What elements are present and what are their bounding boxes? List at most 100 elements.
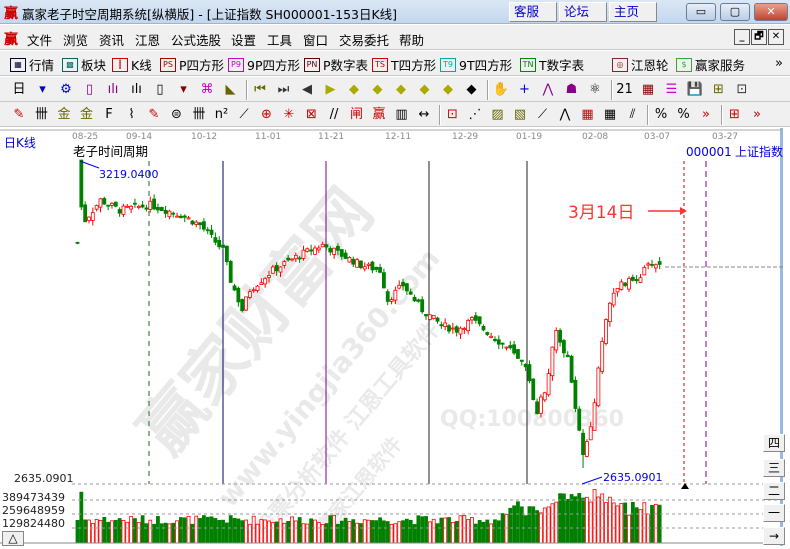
toolbar2-tool-6-icon[interactable]: ▯ <box>156 82 164 97</box>
toolbar2-tool-4-icon[interactable]: ılı <box>107 82 119 97</box>
menu-browse[interactable]: 浏览 <box>63 33 89 48</box>
toolbar3-tool-11-icon[interactable]: ⊕ <box>261 107 272 122</box>
toolbar3-tool-8-icon[interactable]: 卌 <box>192 107 206 122</box>
toolbar2-tool-11-icon[interactable]: ⏭ <box>277 82 290 97</box>
toolbar-ps-button[interactable]: PS P四方形 <box>160 55 224 74</box>
toolbar2-tool-25-icon[interactable]: 21 <box>616 82 633 97</box>
menu-window[interactable]: 窗口 <box>303 33 329 48</box>
toolbar2-tool-15-icon[interactable]: ◆ <box>372 82 383 97</box>
toolbar3-tool-0-icon[interactable]: ✎ <box>13 107 25 122</box>
toolbar3-tool-29-icon[interactable]: % <box>677 107 690 122</box>
toolbar-tn-button[interactable]: TN T数字表 <box>520 55 584 74</box>
expand-button[interactable]: △ <box>2 531 24 546</box>
toolbar3-tool-9-icon[interactable]: n² <box>214 107 229 122</box>
toolbar3-tool-7-icon[interactable]: ⊜ <box>171 107 182 122</box>
toolbar3-tool-30-icon[interactable]: » <box>702 107 710 122</box>
toolbar-sector-blocks-button[interactable]: ▩ 板块 <box>62 55 106 74</box>
toolbar3-tool-18-icon[interactable]: ↔ <box>418 107 430 122</box>
mdi-restore-button[interactable]: 🗗 <box>751 29 767 45</box>
kline-chart-panel[interactable]: 赢家财富网 www.yingjia360.com 股票分析软件 江恩工具软件 赢… <box>0 128 785 546</box>
scroll-right-button[interactable]: → <box>763 527 785 545</box>
toolbar-more-button[interactable]: » <box>775 56 783 71</box>
toolbar2-tool-21-icon[interactable]: + <box>519 82 530 97</box>
toolbar2-tool-1-icon[interactable]: ▾ <box>39 82 46 97</box>
toolbar2-tool-8-icon[interactable]: ⌘ <box>200 82 214 97</box>
toolbar3-tool-31-icon[interactable]: ⊞ <box>729 107 740 122</box>
menu-gann[interactable]: 江恩 <box>135 33 161 48</box>
toolbar-dollar-button[interactable]: $ 赢家服务 <box>676 55 745 74</box>
minimize-button[interactable]: ▭ <box>686 3 716 21</box>
homepage-button[interactable]: 主页 <box>609 2 657 22</box>
toolbar-quotes-table-button[interactable]: ▦ 行情 <box>10 55 54 74</box>
toolbar2-tool-20-icon[interactable]: ✋ <box>492 82 510 97</box>
toolbar-ts-button[interactable]: TS T四方形 <box>372 55 436 74</box>
toolbar-p9-button[interactable]: P9 9P四方形 <box>228 55 300 74</box>
toolbar2-tool-12-icon[interactable]: ◀ <box>302 82 312 97</box>
close-button[interactable]: ✕ <box>754 3 788 21</box>
toolbar2-tool-7-icon[interactable]: ▾ <box>180 82 187 97</box>
menu-file[interactable]: 文件 <box>27 33 53 48</box>
forum-button[interactable]: 论坛 <box>559 2 607 22</box>
toolbar3-tool-10-icon[interactable]: ⟋ <box>239 107 249 122</box>
toolbar2-tool-30-icon[interactable]: ⊡ <box>736 82 748 97</box>
toolbar3-tool-32-icon[interactable]: » <box>753 107 761 122</box>
toolbar3-tool-22-icon[interactable]: ▧ <box>513 107 527 122</box>
layout-3-button[interactable]: 三 <box>763 459 785 477</box>
toolbar3-tool-21-icon[interactable]: ▨ <box>491 107 504 122</box>
menu-formula[interactable]: 公式选股 <box>171 33 222 48</box>
toolbar3-tool-3-icon[interactable]: 金 <box>79 107 93 122</box>
toolbar2-tool-24-icon[interactable]: ⚛ <box>589 82 601 97</box>
toolbar3-tool-1-icon[interactable]: 卌 <box>34 107 48 122</box>
toolbar2-tool-0-icon[interactable]: 日 <box>12 82 26 97</box>
toolbar2-tool-9-icon[interactable]: ◣ <box>225 82 236 97</box>
customer-service-button[interactable]: 客服 <box>509 2 557 22</box>
toolbar3-tool-23-icon[interactable]: ⟋ <box>537 107 548 122</box>
mdi-close-button[interactable]: ✕ <box>768 29 784 45</box>
toolbar3-tool-15-icon[interactable]: 闸 <box>349 107 363 122</box>
toolbar3-tool-17-icon[interactable]: ▥ <box>395 107 408 122</box>
toolbar2-tool-13-icon[interactable]: ▶ <box>325 82 336 97</box>
toolbar2-tool-22-icon[interactable]: ⋀ <box>542 82 554 97</box>
toolbar2-tool-2-icon[interactable]: ⚙ <box>60 82 72 97</box>
menu-settings[interactable]: 设置 <box>231 33 257 48</box>
kline-chart[interactable]: 赢家财富网 www.yingjia360.com 股票分析软件 江恩工具软件 赢… <box>0 128 783 546</box>
toolbar2-tool-26-icon[interactable]: ▦ <box>641 82 655 97</box>
toolbar3-tool-24-icon[interactable]: ⋀ <box>559 107 571 122</box>
toolbar3-tool-27-icon[interactable]: ⫽ <box>629 107 636 122</box>
toolbar3-tool-19-icon[interactable]: ⊡ <box>447 107 458 122</box>
menu-news[interactable]: 资讯 <box>99 33 125 48</box>
toolbar2-tool-14-icon[interactable]: ◆ <box>349 82 359 97</box>
toolbar2-tool-23-icon[interactable]: ☗ <box>565 82 578 97</box>
toolbar2-tool-18-icon[interactable]: ◆ <box>443 82 453 97</box>
toolbar2-tool-27-icon[interactable]: ☰ <box>665 82 678 97</box>
toolbar3-tool-12-icon[interactable]: ✳ <box>283 107 295 122</box>
layout-4-button[interactable]: 四 <box>763 434 785 452</box>
menu-help[interactable]: 帮助 <box>399 33 425 48</box>
toolbar2-tool-29-icon[interactable]: ⊞ <box>713 82 724 97</box>
toolbar3-tool-25-icon[interactable]: ▦ <box>581 107 594 122</box>
toolbar-pn-button[interactable]: PN P数字表 <box>304 55 368 74</box>
toolbar2-tool-19-icon[interactable]: ◆ <box>466 82 477 97</box>
toolbar-candlestick-button[interactable]: ┃ K线 <box>112 55 152 74</box>
toolbar2-tool-5-icon[interactable]: ılı <box>131 82 142 97</box>
layout-1-button[interactable]: 一 <box>763 504 785 522</box>
maximize-button[interactable]: ▢ <box>720 3 750 21</box>
toolbar2-tool-16-icon[interactable]: ◆ <box>396 82 406 97</box>
toolbar-gann-wheel-button[interactable]: ◎ 江恩轮 <box>612 55 669 74</box>
toolbar3-tool-13-icon[interactable]: ⊠ <box>306 107 317 122</box>
menu-tools[interactable]: 工具 <box>267 33 293 48</box>
toolbar3-tool-26-icon[interactable]: ▦ <box>603 107 617 122</box>
toolbar2-tool-17-icon[interactable]: ◆ <box>419 82 430 97</box>
toolbar3-tool-14-icon[interactable]: // <box>329 107 339 122</box>
toolbar2-tool-10-icon[interactable]: ⏮ <box>254 82 266 97</box>
toolbar3-tool-20-icon[interactable]: ⋰ <box>468 107 482 122</box>
menu-trading[interactable]: 交易委托 <box>339 33 390 48</box>
toolbar3-tool-2-icon[interactable]: 金 <box>57 107 71 122</box>
toolbar3-tool-5-icon[interactable]: ⌇ <box>128 107 135 122</box>
toolbar3-tool-6-icon[interactable]: ✎ <box>148 107 160 122</box>
mdi-minimize-button[interactable]: _ <box>734 29 750 45</box>
toolbar3-tool-16-icon[interactable]: 赢 <box>372 107 386 122</box>
toolbar-t9-button[interactable]: T9 9T四方形 <box>440 55 512 74</box>
layout-2-button[interactable]: 二 <box>763 482 785 500</box>
toolbar3-tool-4-icon[interactable]: F <box>105 107 113 122</box>
